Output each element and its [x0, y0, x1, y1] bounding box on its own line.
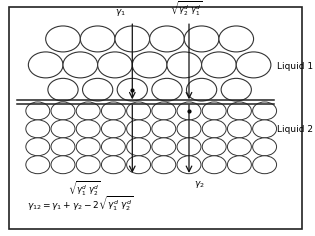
Circle shape [219, 26, 254, 52]
Circle shape [115, 26, 150, 52]
Circle shape [127, 156, 151, 174]
Text: $\sqrt{\gamma_2^d\ \gamma_1^d}$: $\sqrt{\gamma_2^d\ \gamma_1^d}$ [170, 0, 203, 18]
Circle shape [26, 102, 50, 120]
Circle shape [227, 138, 251, 156]
Circle shape [117, 78, 147, 101]
Text: Liquid 1: Liquid 1 [277, 62, 313, 71]
Circle shape [177, 156, 201, 174]
Circle shape [152, 102, 176, 120]
Text: $\gamma_2$: $\gamma_2$ [194, 179, 204, 190]
Circle shape [236, 52, 271, 78]
Circle shape [202, 156, 226, 174]
Circle shape [76, 102, 100, 120]
Text: $\gamma_1$: $\gamma_1$ [115, 7, 126, 18]
Circle shape [76, 156, 100, 174]
Circle shape [202, 52, 236, 78]
Circle shape [152, 120, 176, 138]
Circle shape [80, 26, 115, 52]
Circle shape [26, 156, 50, 174]
Text: $\sqrt{\gamma_1^d\ \gamma_2^d}$: $\sqrt{\gamma_1^d\ \gamma_2^d}$ [68, 179, 100, 198]
Circle shape [152, 156, 176, 174]
Circle shape [51, 138, 75, 156]
Circle shape [76, 120, 100, 138]
Circle shape [152, 78, 182, 101]
Text: $\gamma_{12} = \gamma_1 + \gamma_2 - 2\sqrt{\gamma_1^d\ \gamma_2^d}$: $\gamma_{12} = \gamma_1 + \gamma_2 - 2\s… [27, 195, 133, 213]
Circle shape [202, 120, 226, 138]
Circle shape [63, 52, 98, 78]
Circle shape [227, 120, 251, 138]
Circle shape [101, 120, 125, 138]
Circle shape [150, 26, 184, 52]
Circle shape [227, 156, 251, 174]
Circle shape [101, 138, 125, 156]
Circle shape [51, 156, 75, 174]
Circle shape [127, 102, 151, 120]
Circle shape [83, 78, 113, 101]
Circle shape [51, 120, 75, 138]
Circle shape [98, 52, 132, 78]
Circle shape [177, 120, 201, 138]
Circle shape [101, 156, 125, 174]
Circle shape [253, 156, 277, 174]
Text: Liquid 2: Liquid 2 [277, 125, 313, 134]
Circle shape [167, 52, 202, 78]
Circle shape [253, 138, 277, 156]
Circle shape [46, 26, 80, 52]
Circle shape [186, 78, 217, 101]
Circle shape [152, 138, 176, 156]
Circle shape [48, 78, 78, 101]
Circle shape [127, 138, 151, 156]
Circle shape [184, 26, 219, 52]
Circle shape [51, 102, 75, 120]
Circle shape [101, 102, 125, 120]
Circle shape [227, 102, 251, 120]
Circle shape [26, 120, 50, 138]
Circle shape [202, 138, 226, 156]
Circle shape [76, 138, 100, 156]
Circle shape [132, 52, 167, 78]
Circle shape [177, 102, 201, 120]
Circle shape [28, 52, 63, 78]
Circle shape [221, 78, 251, 101]
Circle shape [177, 138, 201, 156]
Circle shape [26, 138, 50, 156]
Circle shape [253, 102, 277, 120]
Circle shape [253, 120, 277, 138]
Circle shape [127, 120, 151, 138]
Circle shape [202, 102, 226, 120]
